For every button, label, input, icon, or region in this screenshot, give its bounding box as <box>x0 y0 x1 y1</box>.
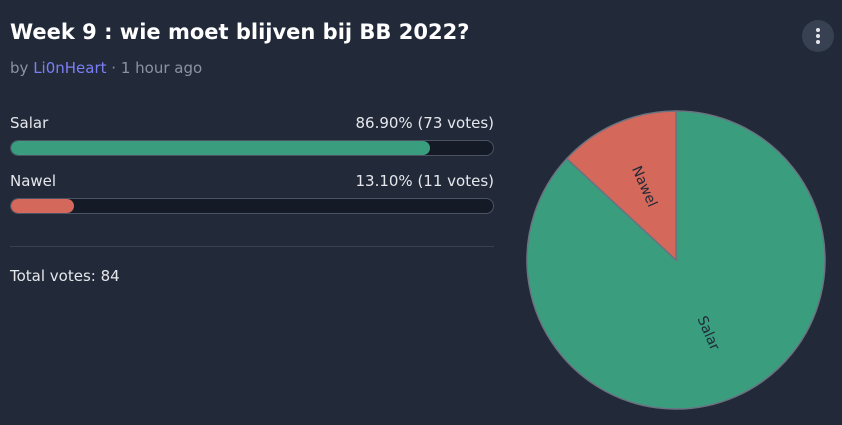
total-value: 84 <box>100 267 120 285</box>
bar-track <box>10 140 494 156</box>
option-result: 13.10% (11 votes) <box>355 172 494 190</box>
time: · 1 hour ago <box>111 59 203 77</box>
option-name: Nawel <box>10 172 57 190</box>
total-votes: Total votes: 84 <box>10 267 120 285</box>
bar-track <box>10 198 494 214</box>
total-label: Total votes: <box>10 267 96 285</box>
option-row: Nawel 13.10% (11 votes) <box>10 172 494 192</box>
menu-button[interactable] <box>802 20 834 52</box>
author-link[interactable]: Li0nHeart <box>33 59 107 77</box>
bar <box>11 141 430 155</box>
byline: by Li0nHeart · 1 hour ago <box>10 59 202 77</box>
bar <box>11 199 75 213</box>
by: by <box>10 59 29 77</box>
option: Salar 86.90% (73 votes) <box>10 114 494 156</box>
pie-slice <box>565 110 677 262</box>
option: Nawel 13.10% (11 votes) <box>10 172 494 214</box>
option-row: Salar 86.90% (73 votes) <box>10 114 494 134</box>
option-name: Salar <box>10 114 49 132</box>
poll-title: Week 9 : wie moet blijven bij BB 2022? <box>10 20 470 44</box>
option-result: 86.90% (73 votes) <box>355 114 494 132</box>
separator <box>10 246 494 247</box>
